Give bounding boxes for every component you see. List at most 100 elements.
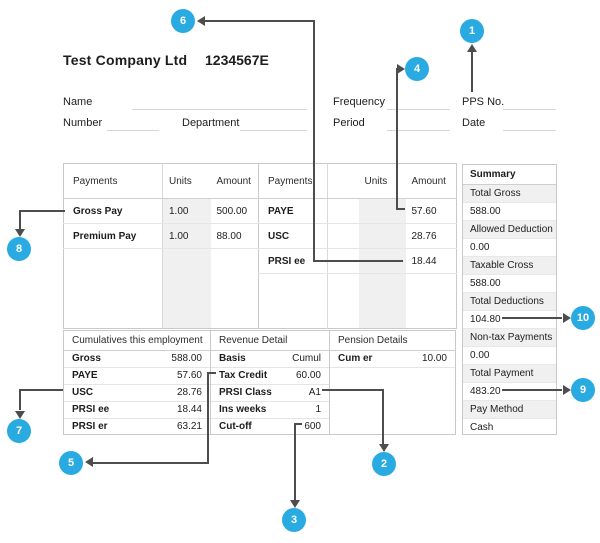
table-row: USC 28.76 [258, 223, 457, 249]
pension-details-table: Pension Details Cum er 10.00 [329, 330, 456, 435]
summary-label: Pay Method [463, 401, 556, 419]
pps-no-field-underline [503, 109, 556, 110]
summary-value: 0.00 [463, 347, 556, 365]
summary-value: 104.80 [463, 311, 556, 329]
table-row: PRSI er 63.21 [64, 419, 210, 434]
summary-label: Total Gross [463, 185, 556, 203]
callout-badge-1: 1 [460, 19, 484, 43]
summary-label: Total Deductions [463, 293, 556, 311]
callout-9-arrow-icon [563, 385, 571, 395]
row-value: A1 [308, 387, 321, 398]
row-label: Cum er [338, 353, 373, 364]
deduction-amount: 57.60 [405, 198, 457, 224]
table-row: Tax Credit 60.00 [211, 368, 329, 385]
row-label: USC [72, 387, 94, 398]
row-value: 600 [304, 421, 321, 432]
callout-2-line [322, 389, 383, 391]
callout-6-line [313, 260, 403, 262]
frequency-field-label: Frequency [333, 96, 385, 108]
date-field-label: Date [462, 117, 486, 129]
amount-column-header: Amount [210, 163, 260, 199]
table-row: Gross 588.00 [64, 351, 210, 368]
row-value: 28.76 [176, 387, 202, 398]
row-value: Cumul [292, 353, 321, 364]
department-field-label: Department [182, 117, 240, 129]
callout-1-arrow-icon [467, 44, 477, 52]
company-name: Test Company Ltd [63, 52, 188, 68]
callout-badge-6: 6 [171, 9, 195, 33]
summary-value: 0.00 [463, 239, 556, 257]
callout-5-arrow-icon [85, 457, 93, 467]
callout-badge-2: 2 [372, 452, 396, 476]
callout-6-arrow-icon [197, 16, 205, 26]
table-row: PAYE 57.60 [64, 368, 210, 385]
name-field-underline [132, 109, 307, 110]
callout-3-line [294, 423, 302, 425]
callout-badge-10: 10 [571, 306, 595, 330]
frequency-field-underline [387, 109, 450, 110]
callout-2-arrow-icon [379, 444, 389, 452]
row-value: 588.00 [171, 353, 202, 364]
table-row: PRSI Class A1 [211, 385, 329, 402]
row-label: Gross [72, 353, 101, 364]
table-filler-row [63, 248, 260, 329]
table-row: Ins weeks 1 [211, 402, 329, 419]
callout-8-line [19, 210, 65, 212]
callout-7-line [19, 389, 63, 391]
pps-no-field-label: PPS No. [462, 96, 505, 108]
payment-label: Gross Pay [63, 198, 163, 224]
payments-table-left: Payments Units Amount Gross Pay 1.00 500… [63, 163, 260, 329]
table-row: Cut-off 600 [211, 419, 329, 434]
callout-badge-5: 5 [59, 451, 83, 475]
units-column-header: Units [162, 163, 211, 199]
department-field-underline [240, 130, 307, 131]
table-header-row: Payments Units Amount [63, 163, 260, 199]
payment-units: 1.00 [162, 198, 211, 224]
summary-label: Non-tax Payments [463, 329, 556, 347]
payments-table-right: Payments Units Amount PAYE 57.60 USC 28.… [258, 163, 457, 329]
number-field-underline [107, 130, 159, 131]
payment-amount: 88.00 [210, 223, 260, 249]
number-field-label: Number [63, 117, 103, 129]
callout-4-arrow-icon [397, 64, 405, 74]
callout-badge-7: 7 [7, 419, 31, 443]
callout-3-line [294, 423, 296, 500]
row-value: 1 [315, 404, 321, 415]
deduction-label: PAYE [258, 198, 328, 224]
summary-label: Taxable Cross [463, 257, 556, 275]
callout-badge-8: 8 [7, 237, 31, 261]
table-row: USC 28.76 [64, 385, 210, 402]
row-label: Basis [219, 353, 246, 364]
company-registration-number: 1234567E [205, 52, 269, 68]
callout-5-line [208, 372, 216, 374]
amount-column-header: Amount [405, 163, 457, 199]
payment-label: Premium Pay [63, 223, 163, 249]
callout-2-line [382, 389, 384, 444]
name-field-label: Name [63, 96, 93, 108]
summary-value: 588.00 [463, 275, 556, 293]
table-row: Basis Cumul [211, 351, 329, 368]
units-column-header: Units [358, 163, 406, 199]
callout-4-line [396, 208, 405, 210]
row-value: 57.60 [176, 370, 202, 381]
deduction-amount: 18.44 [405, 248, 457, 274]
deduction-label: USC [258, 223, 328, 249]
callout-badge-3: 3 [282, 508, 306, 532]
blank-column-header [327, 163, 359, 199]
summary-value: 483.20 [463, 383, 556, 401]
table-header-row: Payments Units Amount [258, 163, 457, 199]
revenue-detail-title: Revenue Detail [211, 331, 329, 351]
callout-7-line [19, 389, 21, 410]
payment-amount: 500.00 [210, 198, 260, 224]
row-value: 60.00 [295, 370, 321, 381]
row-label: PRSI er [72, 421, 108, 432]
summary-label: Total Payment [463, 365, 556, 383]
callout-7-arrow-icon [15, 411, 25, 419]
callout-3-arrow-icon [290, 500, 300, 508]
deduction-amount: 28.76 [405, 223, 457, 249]
payments-column-header: Payments [63, 163, 163, 199]
callout-9-line [502, 389, 562, 391]
callout-5-line [207, 372, 209, 464]
row-label: PRSI ee [72, 404, 110, 415]
